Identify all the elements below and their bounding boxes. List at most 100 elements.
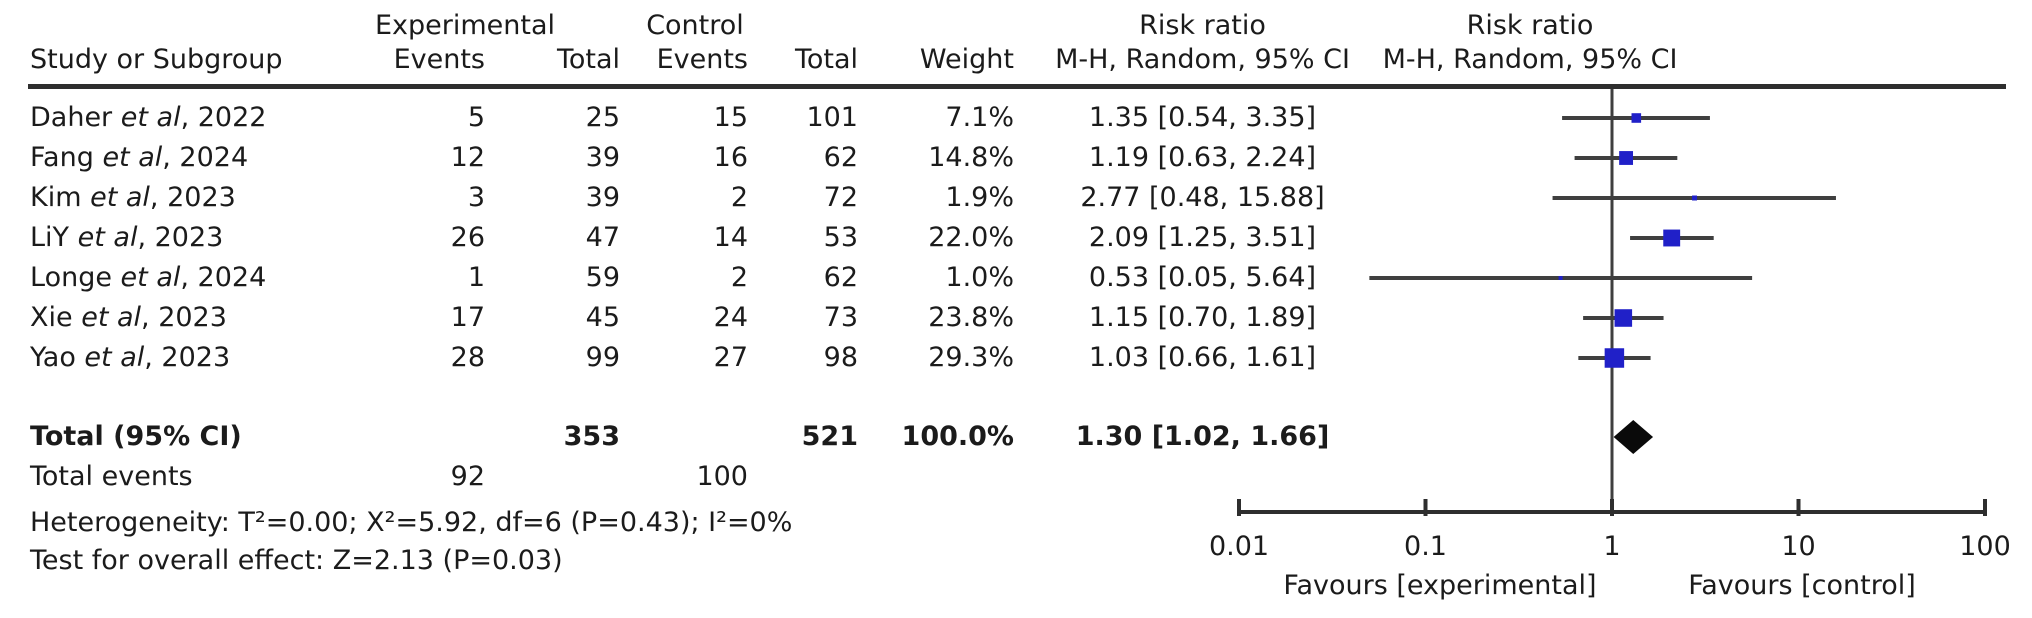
weight-value: 1.9% <box>945 182 1014 213</box>
exp-total-value: 47 <box>585 222 620 253</box>
study-label: Yao et al, 2023 <box>30 342 231 373</box>
total-ci-text: 1.30 [1.02, 1.66] <box>1075 421 1330 452</box>
ctl-total-value: 62 <box>823 142 858 173</box>
header-weight: Weight <box>919 44 1014 75</box>
favours-control-label: Favours [control] <box>1688 570 1916 601</box>
overall-effect-note: Test for overall effect: Z=2.13 (P=0.03) <box>30 545 563 576</box>
total-events-label: Total events <box>30 461 193 492</box>
exp-events-value: 3 <box>467 182 485 213</box>
header-mh-ci-right: M-H, Random, 95% CI <box>1382 44 1678 75</box>
total-events-row: Total events 92 100 <box>0 457 2032 497</box>
effect-square <box>1692 195 1698 201</box>
header-exp-events: Events <box>393 44 485 75</box>
x-axis-tick-label: 0.01 <box>1209 531 1269 562</box>
exp-total-value: 39 <box>585 142 620 173</box>
study-label: Daher et al, 2022 <box>30 102 267 133</box>
ctl-events-value: 14 <box>713 222 748 253</box>
exp-events-value: 1 <box>467 262 485 293</box>
exp-events-value: 12 <box>450 142 485 173</box>
ctl-events-value: 24 <box>713 302 748 333</box>
header-ctl-events: Events <box>656 44 748 75</box>
ci-text: 2.09 [1.25, 3.51] <box>1088 222 1317 253</box>
study-label: LiY et al, 2023 <box>30 222 224 253</box>
ctl-total-value: 101 <box>806 102 858 133</box>
exp-total-value: 25 <box>585 102 620 133</box>
ci-text: 1.35 [0.54, 3.35] <box>1088 102 1317 133</box>
study-label: Kim et al, 2023 <box>30 182 236 213</box>
ctl-events-value: 2 <box>730 262 748 293</box>
header-mh-ci-left: M-H, Random, 95% CI <box>1055 44 1350 75</box>
weight-value: 23.8% <box>928 302 1014 333</box>
header-risk-ratio-left: Risk ratio <box>1139 10 1266 41</box>
exp-events-value: 5 <box>467 102 485 133</box>
ci-text: 1.03 [0.66, 1.61] <box>1088 342 1317 373</box>
ctl-events-value: 27 <box>713 342 748 373</box>
study-label: Fang et al, 2024 <box>30 142 249 173</box>
ctl-total-value: 62 <box>823 262 858 293</box>
ci-text: 1.15 [0.70, 1.89] <box>1088 302 1317 333</box>
ci-text: 1.19 [0.63, 2.24] <box>1088 142 1317 173</box>
total-events-ctl-value: 100 <box>696 461 748 492</box>
effect-square <box>1631 113 1642 123</box>
exp-events-value: 28 <box>450 342 485 373</box>
header-risk-ratio-right: Risk ratio <box>1466 10 1594 41</box>
effect-square <box>1619 151 1634 165</box>
header-divider <box>28 84 2006 89</box>
exp-total-value: 39 <box>585 182 620 213</box>
exp-total-value: 99 <box>585 342 620 373</box>
ctl-total-value: 73 <box>823 302 858 333</box>
x-axis-tick-label: 10 <box>1781 531 1815 562</box>
table-row: Daher et al, 2022 5 25 15 101 7.1% 1.35 … <box>0 98 2032 138</box>
study-label: Longe et al, 2024 <box>30 262 267 293</box>
table-row: Xie et al, 2023 17 45 24 73 23.8% 1.15 [… <box>0 298 2032 338</box>
header-exp-total: Total <box>556 44 620 75</box>
x-axis-tick-label: 1 <box>1603 531 1620 562</box>
effect-square <box>1558 276 1563 280</box>
table-row: Yao et al, 2023 28 99 27 98 29.3% 1.03 [… <box>0 338 2032 378</box>
table-row: Fang et al, 2024 12 39 16 62 14.8% 1.19 … <box>0 138 2032 178</box>
exp-events-value: 17 <box>450 302 485 333</box>
total-ctl-total: 521 <box>801 421 858 452</box>
heterogeneity-note: Heterogeneity: Τ²=0.00; Χ²=5.92, df=6 (P… <box>30 507 793 538</box>
total-exp-total: 353 <box>563 421 620 452</box>
total-weight: 100.0% <box>901 421 1014 452</box>
header-study: Study or Subgroup <box>30 44 283 75</box>
ctl-events-value: 15 <box>713 102 748 133</box>
total-row: Total (95% CI) 353 521 100.0% 1.30 [1.02… <box>0 417 2032 457</box>
ctl-total-value: 53 <box>823 222 858 253</box>
header-ctl-total: Total <box>794 44 858 75</box>
favours-experimental-label: Favours [experimental] <box>1283 570 1596 601</box>
weight-value: 29.3% <box>928 342 1014 373</box>
ctl-total-value: 98 <box>823 342 858 373</box>
header-experimental-group: Experimental <box>374 10 556 41</box>
weight-value: 22.0% <box>928 222 1014 253</box>
weight-value: 7.1% <box>945 102 1014 133</box>
effect-square <box>1614 309 1633 327</box>
study-label: Xie et al, 2023 <box>30 302 227 333</box>
table-row: Longe et al, 2024 1 59 2 62 1.0% 0.53 [0… <box>0 258 2032 298</box>
ci-text: 2.77 [0.48, 15.88] <box>1080 182 1325 213</box>
weight-value: 14.8% <box>928 142 1014 173</box>
x-axis-tick-label: 100 <box>1959 531 2011 562</box>
effect-square <box>1663 229 1681 247</box>
ctl-events-value: 16 <box>713 142 748 173</box>
ctl-total-value: 72 <box>823 182 858 213</box>
effect-square <box>1604 348 1625 368</box>
exp-total-value: 45 <box>585 302 620 333</box>
total-events-exp-value: 92 <box>450 461 485 492</box>
total-label: Total (95% CI) <box>30 421 242 452</box>
header-columns-row: Study or Subgroup Events Total Events To… <box>0 40 2032 80</box>
exp-total-value: 59 <box>585 262 620 293</box>
exp-events-value: 26 <box>450 222 485 253</box>
weight-value: 1.0% <box>945 262 1014 293</box>
header-control-group: Control <box>646 10 744 41</box>
x-axis-tick-label: 0.1 <box>1404 531 1447 562</box>
pooled-diamond <box>1613 420 1654 454</box>
table-row: Kim et al, 2023 3 39 2 72 1.9% 2.77 [0.4… <box>0 178 2032 218</box>
ctl-events-value: 2 <box>730 182 748 213</box>
header-group-row: Experimental Control Risk ratio Risk rat… <box>0 6 2032 46</box>
ci-text: 0.53 [0.05, 5.64] <box>1088 262 1317 293</box>
table-row: LiY et al, 2023 26 47 14 53 22.0% 2.09 [… <box>0 218 2032 258</box>
